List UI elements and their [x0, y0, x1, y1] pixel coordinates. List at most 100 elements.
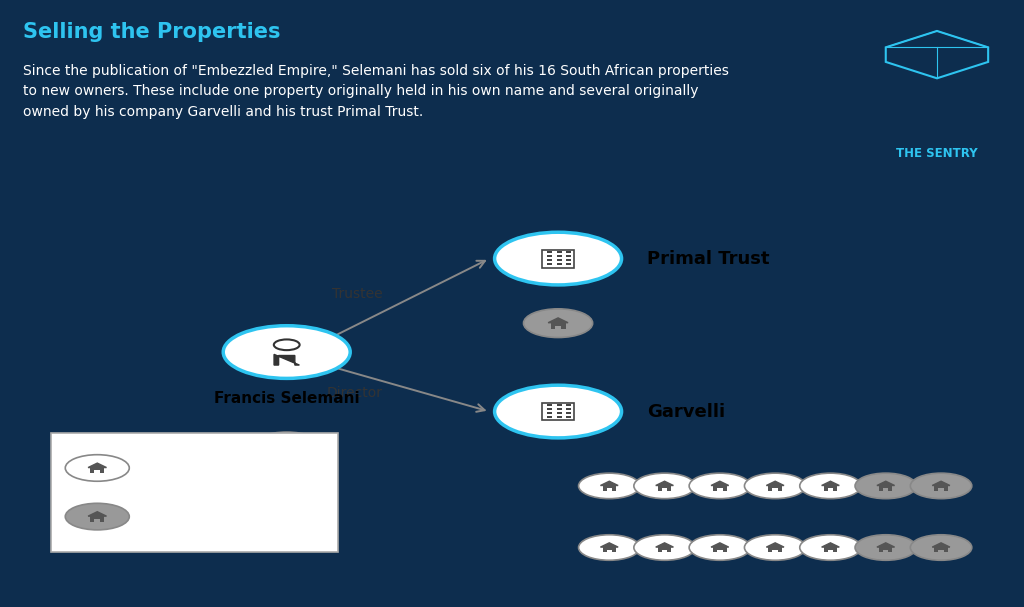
FancyBboxPatch shape: [657, 486, 672, 491]
Polygon shape: [600, 481, 618, 486]
Polygon shape: [711, 481, 729, 486]
FancyBboxPatch shape: [883, 488, 889, 491]
Circle shape: [579, 473, 640, 499]
FancyBboxPatch shape: [557, 404, 561, 406]
Circle shape: [910, 473, 972, 499]
FancyBboxPatch shape: [284, 449, 290, 452]
Polygon shape: [766, 481, 784, 486]
FancyBboxPatch shape: [557, 251, 561, 253]
FancyBboxPatch shape: [557, 263, 561, 265]
Polygon shape: [600, 543, 618, 547]
FancyBboxPatch shape: [772, 550, 778, 552]
FancyBboxPatch shape: [823, 547, 838, 552]
FancyBboxPatch shape: [772, 488, 778, 491]
Circle shape: [523, 309, 593, 337]
FancyBboxPatch shape: [557, 259, 561, 261]
FancyBboxPatch shape: [543, 402, 573, 421]
Circle shape: [634, 473, 695, 499]
Polygon shape: [932, 481, 950, 486]
FancyBboxPatch shape: [713, 486, 727, 491]
Text: Since the publication of "Embezzled Empire," Selemani has sold six of his 16 Sou: Since the publication of "Embezzled Empi…: [23, 64, 728, 119]
FancyBboxPatch shape: [768, 486, 782, 491]
Text: Director: Director: [327, 386, 382, 400]
FancyBboxPatch shape: [547, 416, 552, 418]
FancyBboxPatch shape: [51, 433, 338, 552]
FancyBboxPatch shape: [94, 470, 100, 473]
FancyBboxPatch shape: [547, 255, 552, 257]
Circle shape: [579, 535, 640, 560]
Polygon shape: [548, 318, 568, 323]
FancyBboxPatch shape: [555, 325, 561, 328]
FancyBboxPatch shape: [934, 486, 948, 491]
FancyBboxPatch shape: [547, 408, 552, 410]
Circle shape: [800, 535, 861, 560]
FancyBboxPatch shape: [557, 408, 561, 410]
Circle shape: [634, 535, 695, 560]
FancyBboxPatch shape: [557, 416, 561, 418]
FancyBboxPatch shape: [717, 550, 723, 552]
FancyBboxPatch shape: [547, 263, 552, 265]
Circle shape: [689, 473, 751, 499]
Text: Francis Selemani: Francis Selemani: [214, 391, 359, 406]
FancyBboxPatch shape: [606, 488, 612, 491]
Polygon shape: [877, 481, 895, 486]
Text: Sold to new owner: Sold to new owner: [138, 510, 267, 524]
Polygon shape: [877, 543, 895, 547]
FancyBboxPatch shape: [557, 255, 561, 257]
FancyBboxPatch shape: [566, 263, 571, 265]
FancyBboxPatch shape: [566, 416, 571, 418]
FancyBboxPatch shape: [566, 259, 571, 261]
Circle shape: [855, 473, 916, 499]
Text: Primal Trust: Primal Trust: [647, 249, 770, 268]
FancyBboxPatch shape: [883, 550, 889, 552]
FancyBboxPatch shape: [543, 249, 573, 268]
Text: Owned by Garvelli: Owned by Garvelli: [138, 461, 266, 475]
FancyBboxPatch shape: [551, 323, 565, 328]
FancyBboxPatch shape: [602, 547, 616, 552]
FancyBboxPatch shape: [823, 486, 838, 491]
FancyBboxPatch shape: [717, 488, 723, 491]
Text: Selling the Properties: Selling the Properties: [23, 22, 280, 42]
Polygon shape: [276, 441, 297, 446]
FancyBboxPatch shape: [768, 547, 782, 552]
FancyBboxPatch shape: [662, 550, 668, 552]
FancyBboxPatch shape: [713, 547, 727, 552]
FancyBboxPatch shape: [827, 488, 834, 491]
Polygon shape: [88, 463, 106, 467]
FancyBboxPatch shape: [662, 488, 668, 491]
FancyBboxPatch shape: [280, 446, 294, 452]
FancyBboxPatch shape: [94, 519, 100, 521]
Text: Trustee: Trustee: [332, 287, 382, 301]
FancyBboxPatch shape: [547, 259, 552, 261]
Circle shape: [689, 535, 751, 560]
FancyBboxPatch shape: [938, 550, 944, 552]
FancyBboxPatch shape: [547, 404, 552, 406]
Polygon shape: [655, 481, 674, 486]
FancyBboxPatch shape: [566, 255, 571, 257]
Circle shape: [66, 503, 129, 530]
FancyBboxPatch shape: [938, 488, 944, 491]
Polygon shape: [88, 512, 106, 516]
Circle shape: [66, 455, 129, 481]
Circle shape: [744, 473, 806, 499]
Polygon shape: [821, 543, 840, 547]
Text: Garvelli: Garvelli: [647, 402, 725, 421]
Circle shape: [910, 535, 972, 560]
FancyBboxPatch shape: [827, 550, 834, 552]
FancyBboxPatch shape: [566, 408, 571, 410]
FancyBboxPatch shape: [879, 547, 893, 552]
Polygon shape: [821, 481, 840, 486]
Circle shape: [273, 339, 300, 350]
FancyBboxPatch shape: [566, 412, 571, 414]
Polygon shape: [766, 543, 784, 547]
FancyBboxPatch shape: [602, 486, 616, 491]
Circle shape: [855, 535, 916, 560]
FancyBboxPatch shape: [566, 251, 571, 253]
Circle shape: [495, 385, 622, 438]
FancyBboxPatch shape: [934, 547, 948, 552]
Circle shape: [252, 432, 322, 461]
FancyBboxPatch shape: [879, 486, 893, 491]
Circle shape: [223, 326, 350, 378]
FancyBboxPatch shape: [547, 412, 552, 414]
FancyBboxPatch shape: [90, 467, 104, 473]
